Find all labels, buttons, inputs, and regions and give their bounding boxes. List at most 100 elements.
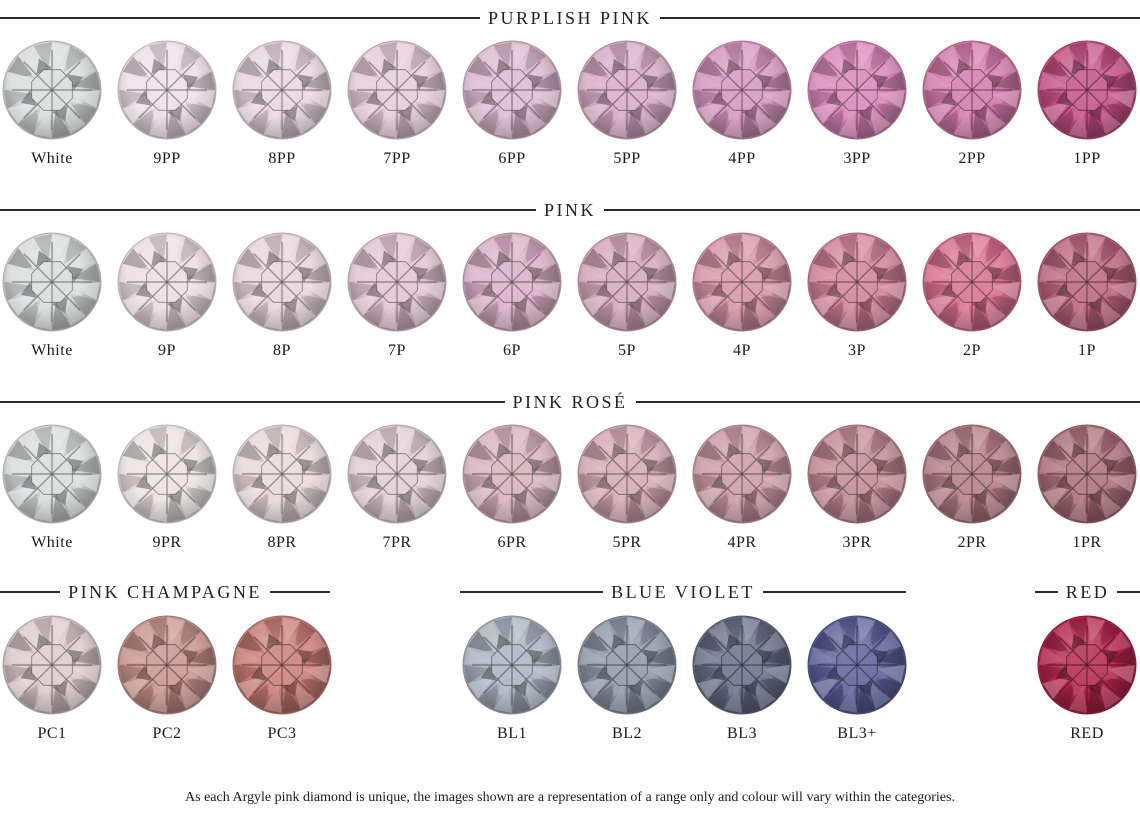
diamond-grade-label: 7P [388,342,406,359]
diamond-swatch [2,40,102,140]
divider [0,209,536,211]
diamond-swatch [692,424,792,524]
diamond-grade-label: White [31,534,73,551]
diamond-grade-label: 5P [618,342,636,359]
section-title-text: RED [1065,581,1110,602]
diamond-swatch [2,424,102,524]
diamond-grade-label: 8PP [268,150,296,167]
diamond-swatch [577,424,677,524]
diamond-swatch [807,424,907,524]
diamond-grade-label: 4PP [728,150,756,167]
diamond-swatch [807,40,907,140]
diamond-swatch [117,615,217,715]
group-pink-champagne: PINK CHAMPAGNE [0,582,330,602]
diamond-swatch [462,232,562,332]
divider [635,401,1140,403]
diamond-grade-label: 6PP [498,150,526,167]
diamond-grade-label: BL2 [612,725,642,742]
divider [604,209,1140,211]
diamond-grade-label: 7PP [383,150,411,167]
diamond-swatch [462,40,562,140]
diamond-grade-label: 8P [273,342,291,359]
divider [0,17,480,19]
diamond-grade-label: RED [1070,725,1104,742]
diamond-swatch [692,232,792,332]
diamond-swatch [1037,424,1137,524]
divider [269,591,330,593]
diamond-grade-label: 2PR [957,534,987,551]
diamond-grade-label: BL1 [497,725,527,742]
divider [0,591,61,593]
diamond-grade-label: 3PP [843,150,871,167]
diamond-swatch [1037,615,1137,715]
diamond-grade-label: 5PP [613,150,641,167]
diamond-grade-label: 1PR [1072,534,1102,551]
diamond-grade-label: 7PR [382,534,412,551]
divider [660,17,1140,19]
diamond-grade-label: BL3+ [837,725,877,742]
diamond-grade-label: 8PR [267,534,297,551]
diamond-grade-label: 3P [848,342,866,359]
diamond-grade-label: PC2 [152,725,182,742]
diamond-grade-label: BL3 [727,725,757,742]
diamond-grade-label: White [31,342,73,359]
diamond-swatch [922,40,1022,140]
section-pink-rose: PINK ROSÉ [0,392,1140,412]
diamond-grade-label: PC1 [37,725,67,742]
diamond-grade-label: 1PP [1073,150,1101,167]
diamond-swatch [577,615,677,715]
divider [0,401,505,403]
section-title-text: PURPLISH PINK [487,7,653,28]
section-title-text: PINK [544,199,597,220]
diamond-grade-label: 6P [503,342,521,359]
diamond-grade-label: 9PR [152,534,182,551]
diamond-swatch [1037,40,1137,140]
diamond-swatch [807,615,907,715]
diamond-swatch [117,424,217,524]
divider [1035,591,1058,593]
diamond-swatch [462,424,562,524]
diamond-swatch [577,232,677,332]
diamond-swatch [232,232,332,332]
diamond-grade-label: 1P [1078,342,1096,359]
divider [1117,591,1140,593]
diamond-swatch [117,232,217,332]
diamond-swatch [2,232,102,332]
diamond-grade-label: 2P [963,342,981,359]
diamond-swatch [232,40,332,140]
section-title-text: BLUE VIOLET [611,581,755,602]
group-red: RED [1035,582,1140,602]
diamond-swatch [347,232,447,332]
divider [762,591,906,593]
diamond-swatch [922,424,1022,524]
section-purplish-pink: PURPLISH PINK [0,8,1140,28]
diamond-grade-label: 6PR [497,534,527,551]
section-title-text: PINK CHAMPAGNE [68,581,262,602]
diamond-grade-label: 9P [158,342,176,359]
diamond-swatch [462,615,562,715]
diamond-swatch [922,232,1022,332]
diamond-swatch [577,40,677,140]
diamond-swatch [232,615,332,715]
diamond-swatch [117,40,217,140]
diamond-swatch [347,424,447,524]
diamond-swatch [232,424,332,524]
diamond-swatch [692,615,792,715]
footnote: As each Argyle pink diamond is unique, t… [185,790,955,805]
diamond-swatch [1037,232,1137,332]
diamond-grade-label: White [31,150,73,167]
section-title-text: PINK ROSÉ [512,391,628,412]
diamond-grade-label: 4P [733,342,751,359]
diamond-grade-label: 3PR [842,534,872,551]
section-pink: PINK [0,200,1140,220]
diamond-swatch [807,232,907,332]
diamond-swatch [2,615,102,715]
group-blue-violet: BLUE VIOLET [460,582,906,602]
diamond-swatch [692,40,792,140]
diamond-grade-label: 9PP [153,150,181,167]
diamond-swatch [347,40,447,140]
diamond-grade-label: 4PR [727,534,757,551]
diamond-grade-label: PC3 [267,725,297,742]
diamond-grade-label: 5PR [612,534,642,551]
divider [460,591,604,593]
